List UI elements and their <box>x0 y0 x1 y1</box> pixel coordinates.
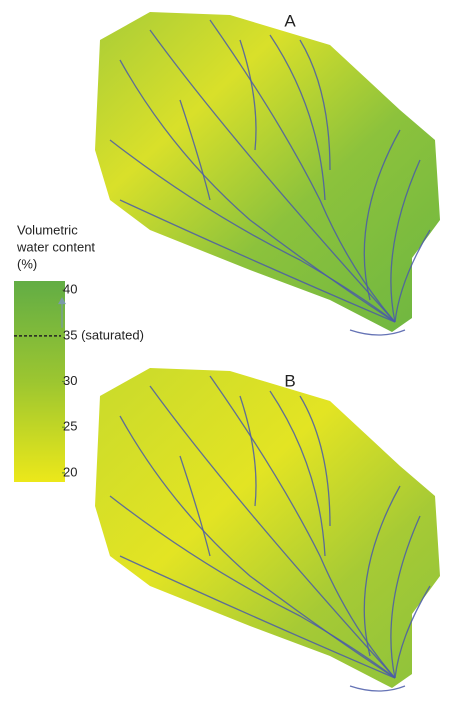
colorbar <box>14 281 65 482</box>
panel-label: A <box>284 11 296 30</box>
legend-title: Volumetric <box>17 222 78 237</box>
tick-label: 25 <box>63 419 77 434</box>
legend-title: water content <box>16 239 95 254</box>
map-b <box>95 368 440 692</box>
tick-label: 35 (saturated) <box>63 327 144 342</box>
tick-label: 40 <box>63 282 77 297</box>
legend-title: (%) <box>17 256 37 271</box>
panel-label: B <box>284 371 295 390</box>
tick-label: 30 <box>63 373 77 388</box>
arrow-head <box>58 297 66 305</box>
tick-label: 20 <box>63 464 77 479</box>
map-a <box>95 12 440 336</box>
